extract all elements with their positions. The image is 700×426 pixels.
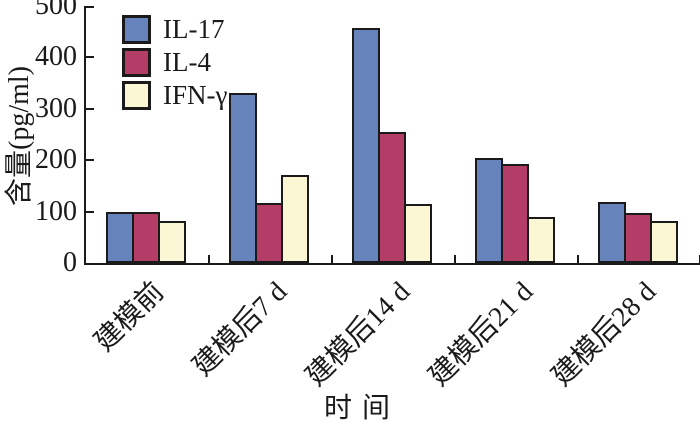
bar-il4-g5 <box>624 213 652 263</box>
x-tick-label: 建模后7 d <box>187 276 294 383</box>
legend-label-il17: IL-17 <box>163 14 225 44</box>
bar-il4-g3 <box>378 132 406 263</box>
bar-il4-g1 <box>132 212 160 263</box>
bar-il17-g2 <box>229 93 257 263</box>
bar-il17-g3 <box>352 28 380 263</box>
legend-item-il17: IL-17 <box>122 14 227 44</box>
legend-swatch-il17 <box>122 14 151 44</box>
legend: IL-17 IL-4 IFN-γ <box>122 14 227 113</box>
x-axis-title: 时间 <box>323 393 401 424</box>
y-tick-label: 400 <box>35 41 77 72</box>
bar-il17-g5 <box>598 202 626 263</box>
x-tick-label: 建模后28 d <box>546 276 663 393</box>
x-tick-label: 建模后14 d <box>300 276 417 393</box>
legend-item-ifng: IFN-γ <box>122 80 227 110</box>
bar-il17-g1 <box>106 212 134 263</box>
y-axis-tick <box>86 108 94 110</box>
legend-swatch-ifng <box>122 80 151 110</box>
bar-ifng-g4 <box>527 217 555 263</box>
x-axis-tick <box>208 255 210 263</box>
y-axis-tick <box>86 6 94 8</box>
bar-ifng-g5 <box>650 221 678 263</box>
bar-il17-g4 <box>475 158 503 263</box>
x-axis-tick <box>454 255 456 263</box>
legend-swatch-il4 <box>122 47 151 77</box>
x-tick-label: 建模前 <box>88 276 171 358</box>
legend-item-il4: IL-4 <box>122 47 227 77</box>
y-axis-tick <box>86 159 94 161</box>
y-axis-label: 含量(pg/ml) <box>4 66 35 206</box>
y-tick-label: 300 <box>35 93 77 124</box>
y-tick-label: 100 <box>35 196 77 227</box>
y-tick-label: 200 <box>35 144 77 175</box>
y-axis-tick <box>86 56 94 58</box>
y-tick-label: 0 <box>63 247 77 278</box>
x-axis-tick <box>577 255 579 263</box>
y-axis-tick <box>86 211 94 213</box>
bar-il4-g2 <box>255 203 283 263</box>
x-axis-tick <box>331 255 333 263</box>
x-tick-label: 建模后21 d <box>423 276 540 393</box>
bar-ifng-g1 <box>158 221 186 263</box>
bar-ifng-g2 <box>281 175 309 263</box>
bar-il4-g4 <box>501 164 529 263</box>
plot-area: IL-17 IL-4 IFN-γ <box>84 6 700 265</box>
legend-label-ifng: IFN-γ <box>163 80 228 110</box>
bar-ifng-g3 <box>404 204 432 263</box>
legend-label-il4: IL-4 <box>163 47 211 77</box>
y-tick-label: 500 <box>35 0 77 21</box>
